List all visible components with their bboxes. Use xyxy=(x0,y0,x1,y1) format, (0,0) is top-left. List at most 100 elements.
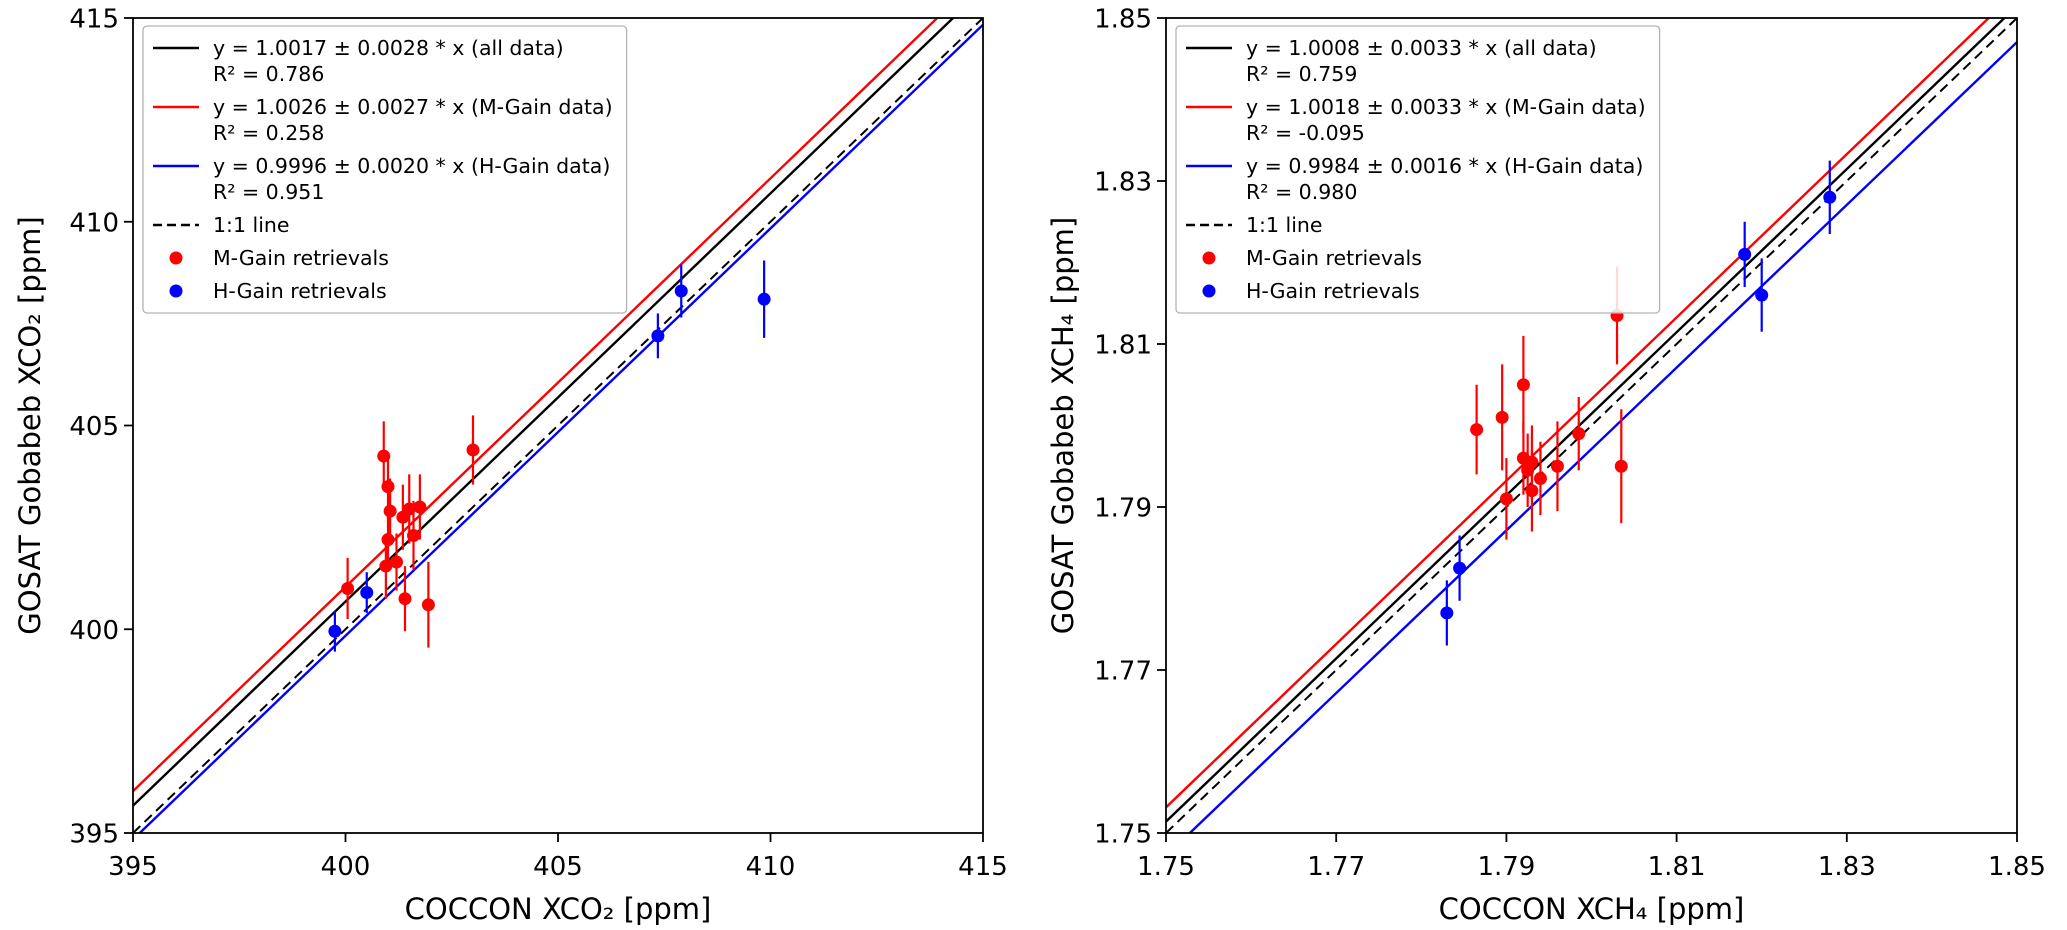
data-point xyxy=(1440,606,1454,620)
data-point xyxy=(413,500,427,514)
legend-marker-sample xyxy=(1202,284,1216,298)
x-tick-label: 415 xyxy=(958,852,1008,882)
x-tick-label: 1.77 xyxy=(1307,852,1365,882)
data-point xyxy=(1525,484,1539,498)
legend-frame xyxy=(142,25,628,314)
x-tick-label: 1.81 xyxy=(1648,852,1706,882)
plot-area xyxy=(133,18,983,833)
data-point xyxy=(398,592,412,606)
y-axis-label: GOSAT Gobabeb XCH₄ [ppm] xyxy=(1046,217,1080,634)
legend-label: y = 0.9996 ± 0.0020 * x (H-Gain data) xyxy=(213,154,610,178)
data-point xyxy=(341,582,355,595)
y-tick-label: 400 xyxy=(69,616,119,646)
legend-label: y = 1.0008 ± 0.0033 * x (all data) xyxy=(1246,36,1597,60)
legend-frame xyxy=(1175,25,1661,314)
x-tick-label: 1.83 xyxy=(1818,852,1876,882)
data-point xyxy=(383,504,397,518)
data-point xyxy=(1495,410,1509,424)
legend-label: 1:1 line xyxy=(213,213,290,237)
legend: y = 1.0008 ± 0.0033 * x (all data)R² = 0… xyxy=(1175,25,1661,314)
legend: y = 1.0017 ± 0.0028 * x (all data) R² = 0… xyxy=(142,25,628,314)
y-axis-label: GOSAT Gobabeb XCO₂ [ppm] xyxy=(13,216,47,634)
y-tick-label: 1.83 xyxy=(1094,168,1152,198)
data-point xyxy=(1755,288,1769,302)
x-tick-label: 1.75 xyxy=(1137,852,1195,882)
x-tick-label: 410 xyxy=(746,852,796,882)
legend-marker-sample xyxy=(169,251,183,265)
legend-label: R² = 0.980 xyxy=(1246,180,1357,204)
data-point xyxy=(381,480,395,494)
data-point xyxy=(1614,459,1628,473)
data-point xyxy=(381,533,395,547)
legend-label: H-Gain retrievals xyxy=(1246,279,1420,303)
data-point xyxy=(407,529,420,543)
legend-label: y = 0.9984 ± 0.0016 * x (H-Gain data) xyxy=(1246,154,1643,178)
plot-area xyxy=(1166,18,2017,833)
y-tick-label: 405 xyxy=(69,412,119,442)
data-point xyxy=(1572,427,1586,441)
x-tick-label: 400 xyxy=(321,852,371,882)
data-point xyxy=(1533,471,1547,485)
fit-line-1 xyxy=(1166,18,1991,809)
y-tick-label: 1.77 xyxy=(1094,657,1152,687)
series-m-gain-retrievals xyxy=(341,415,480,648)
fit-line-0 xyxy=(1166,18,2007,823)
legend-label: H-Gain retrievals xyxy=(213,279,387,303)
legend-marker-sample xyxy=(169,284,183,298)
fit-line-0 xyxy=(133,18,955,807)
series-h-gain-retrievals xyxy=(328,260,771,652)
xco2-subplot: 395 400 405 410 415 395 400 405 410 415 COCCON XCO… xyxy=(0,0,1033,930)
y-tick-label: 415 xyxy=(69,5,119,35)
data-point xyxy=(390,555,403,569)
data-point xyxy=(360,586,374,600)
axes-frame xyxy=(1165,17,2018,834)
legend-label: R² = 0.759 xyxy=(1246,62,1357,86)
x-tick-label: 405 xyxy=(533,852,583,882)
data-point xyxy=(1550,459,1564,473)
x-tick-label: 1.79 xyxy=(1477,852,1535,882)
x-axis-label: COCCON XCO₂ [ppm] xyxy=(405,892,712,926)
legend-marker-sample xyxy=(1202,251,1216,265)
y-tick-label: 395 xyxy=(69,820,119,850)
legend-label: R² = 0.951 xyxy=(213,180,324,204)
xch4-scatter-chart: 1.75 1.77 1.79 1.81 1.83 1.85 1.75 1.77 1.79 1.81… xyxy=(1046,5,2046,927)
fit-line-1 xyxy=(133,18,939,793)
data-point xyxy=(1738,247,1752,261)
xco2-scatter-chart: 395 400 405 410 415 395 400 405 410 415 COCCON XCO… xyxy=(13,5,1008,927)
y-tick-label: 1.75 xyxy=(1094,820,1152,850)
legend-label: y = 1.0017 ± 0.0028 * x (all data) xyxy=(213,36,564,60)
legend-label: R² = 0.258 xyxy=(213,121,324,145)
legend-label: M-Gain retrievals xyxy=(213,246,389,270)
legend-label: 1:1 line xyxy=(1246,213,1323,237)
y-tick-label: 1.81 xyxy=(1094,331,1152,361)
legend-label: M-Gain retrievals xyxy=(1246,246,1422,270)
data-point xyxy=(421,598,435,612)
data-point xyxy=(1516,378,1530,392)
data-point xyxy=(757,292,771,306)
data-point xyxy=(1470,423,1484,437)
xch4-subplot: 1.75 1.77 1.79 1.81 1.83 1.85 1.75 1.77 1.79 1.81… xyxy=(1033,0,2067,930)
data-point xyxy=(328,624,342,638)
data-point xyxy=(1453,561,1467,575)
x-axis-label: COCCON XCH₄ [ppm] xyxy=(1439,892,1745,926)
legend-label: y = 1.0026 ± 0.0027 * x (M-Gain data) xyxy=(213,95,613,119)
fit-line-2 xyxy=(137,23,983,833)
data-point xyxy=(466,443,480,457)
one-to-one-line xyxy=(1166,18,2017,833)
y-tick-label: 1.79 xyxy=(1094,494,1152,524)
series-h-gain-retrievals xyxy=(1440,160,1837,646)
one-to-one-line xyxy=(133,18,983,833)
series-m-gain-retrievals xyxy=(1470,266,1628,540)
data-point xyxy=(379,559,393,573)
data-point xyxy=(1499,492,1513,506)
data-point xyxy=(674,284,688,298)
y-tick-label: 1.85 xyxy=(1094,5,1152,35)
fit-line-2 xyxy=(1188,41,2017,833)
data-point xyxy=(651,329,665,343)
legend-label: R² = -0.095 xyxy=(1246,121,1365,145)
data-point xyxy=(1823,190,1837,204)
x-tick-label: 1.85 xyxy=(1988,852,2046,882)
y-tick-label: 410 xyxy=(69,208,119,238)
x-tick-label: 395 xyxy=(108,852,158,882)
